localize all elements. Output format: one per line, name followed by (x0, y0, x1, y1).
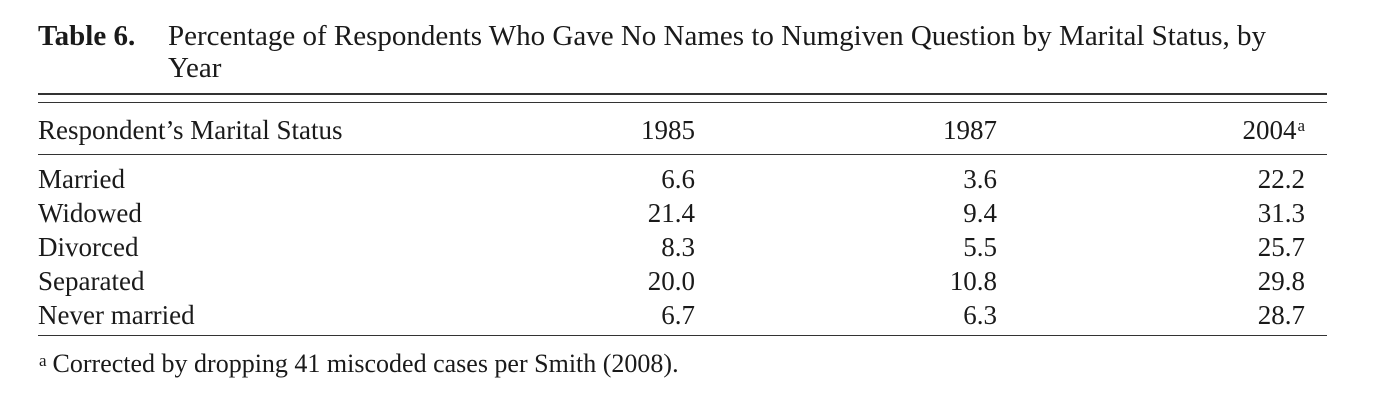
column-header-status: Respondent’s Marital Status (38, 115, 343, 145)
column-header-1987: 1987 (943, 115, 997, 145)
header-rule (38, 154, 1327, 155)
row-label-never-married: Never married (38, 300, 195, 330)
cell-married-1987: 3.6 (963, 164, 997, 194)
table-footnote: a Corrected by dropping 41 miscoded cases… (38, 349, 679, 379)
cell-widowed-2004: 31.3 (1257, 198, 1305, 228)
column-header-2004-label: 2004 (1242, 115, 1297, 145)
top-rule-thick (38, 93, 1327, 95)
footnote-text: Corrected by dropping 41 miscoded cases … (52, 349, 679, 378)
cell-separated-1985: 20.0 (647, 266, 695, 296)
cell-divorced-1987: 5.5 (963, 232, 997, 262)
footnote-mark: a (39, 351, 47, 370)
cell-married-1985: 6.6 (661, 164, 695, 194)
cell-divorced-2004: 25.7 (1257, 232, 1305, 262)
row-label-divorced: Divorced (38, 232, 139, 262)
table-title: Percentage of Respondents Who Gave No Na… (168, 20, 1267, 84)
cell-widowed-1987: 9.4 (963, 198, 997, 228)
column-header-2004: 2004a (1242, 115, 1305, 145)
cell-separated-2004: 29.8 (1257, 266, 1305, 296)
cell-separated-1987: 10.8 (949, 266, 997, 296)
cell-divorced-1985: 8.3 (661, 232, 695, 262)
cell-widowed-1985: 21.4 (647, 198, 695, 228)
cell-never-married-2004: 28.7 (1257, 300, 1305, 330)
table-label: Table 6. (38, 20, 136, 52)
column-header-1985: 1985 (641, 115, 695, 145)
row-label-married: Married (38, 164, 125, 194)
row-label-separated: Separated (38, 266, 145, 296)
bottom-rule (38, 335, 1327, 336)
cell-married-2004: 22.2 (1257, 164, 1305, 194)
footnote-marker: a (1297, 116, 1305, 135)
cell-never-married-1987: 6.3 (963, 300, 997, 330)
row-label-widowed: Widowed (38, 198, 142, 228)
cell-never-married-1985: 6.7 (661, 300, 695, 330)
top-rule-thin (38, 102, 1327, 103)
